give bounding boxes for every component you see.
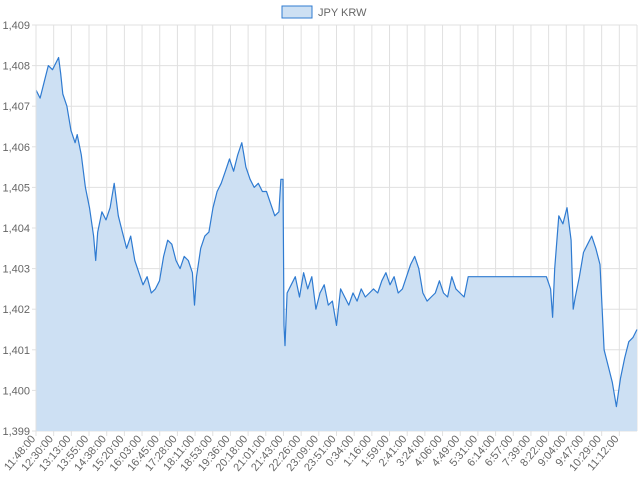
y-tick-label: 1,402 <box>2 304 30 316</box>
y-tick-label: 1,401 <box>2 345 30 357</box>
y-tick-label: 1,405 <box>2 182 30 194</box>
y-tick-label: 1,408 <box>2 61 30 73</box>
legend[interactable]: JPY KRW <box>281 5 367 19</box>
series-line <box>35 56 638 408</box>
y-tick-label: 1,399 <box>2 426 30 438</box>
legend-swatch-jpy-krw[interactable] <box>281 5 313 19</box>
y-tick-label: 1,409 <box>2 20 30 32</box>
y-tick-label: 1,407 <box>2 101 30 113</box>
y-tick-label: 1,403 <box>2 264 30 276</box>
legend-label-jpy-krw[interactable]: JPY KRW <box>318 7 367 19</box>
series-area-fill <box>36 57 637 431</box>
y-tick-label: 1,404 <box>2 223 30 235</box>
y-tick-label: 1,400 <box>2 385 30 397</box>
series-area <box>35 56 638 431</box>
y-tick-label: 1,406 <box>2 142 30 154</box>
